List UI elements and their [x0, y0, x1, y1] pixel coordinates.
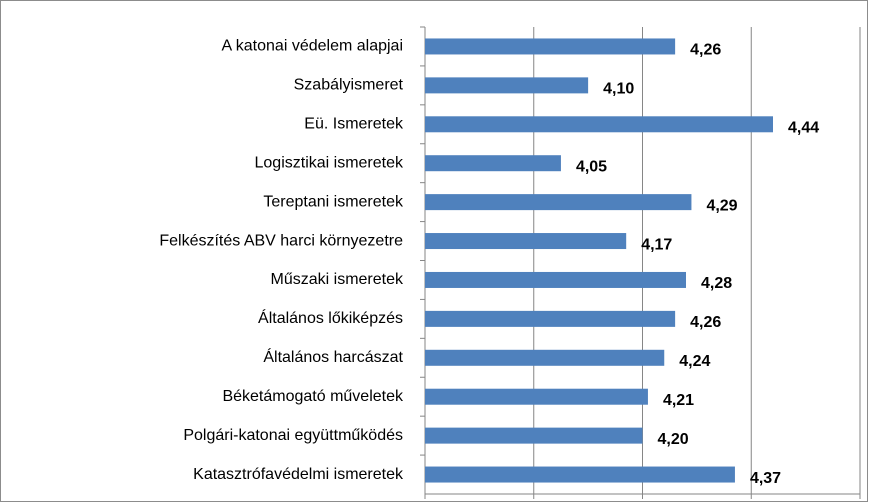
- value-label: 4,05: [576, 158, 607, 175]
- bar: [425, 233, 627, 250]
- y-tick-label: Általános harcászat: [263, 347, 403, 366]
- bar: [425, 194, 692, 211]
- bar: [425, 388, 648, 405]
- value-label: 4,20: [658, 431, 689, 448]
- bar: [425, 116, 773, 133]
- y-tick-label: Általános lőkiképzés: [258, 308, 403, 327]
- y-tick-label: Tereptani ismeretek: [263, 193, 404, 210]
- bar: [425, 427, 643, 444]
- bar: [425, 155, 561, 172]
- value-label: 4,26: [690, 42, 721, 59]
- y-tick-label: Szabályismeret: [294, 77, 404, 94]
- y-tick-label: Logisztikai ismeretek: [255, 154, 405, 171]
- bar: [425, 77, 589, 94]
- bar: [425, 466, 735, 483]
- value-label: 4,37: [750, 470, 781, 487]
- value-label: 4,28: [701, 275, 732, 292]
- y-tick-label: Polgári-katonai együttműködés: [183, 427, 403, 444]
- y-tick-label: Katasztrófavédelmi ismeretek: [193, 466, 404, 483]
- bar: [425, 310, 676, 327]
- value-label: 4,44: [788, 120, 819, 137]
- value-label: 4,29: [706, 197, 737, 214]
- y-tick-label: Béketámogató műveletek: [222, 388, 404, 405]
- value-label: 4,17: [641, 236, 672, 253]
- bar: [425, 271, 686, 288]
- value-label: 4,10: [603, 81, 634, 98]
- y-tick-label: A katonai védelem alapjai: [222, 38, 403, 55]
- value-label: 4,26: [690, 314, 721, 331]
- y-tick-label: Műszaki ismeretek: [271, 271, 404, 288]
- y-tick-label: Eü. Ismeretek: [304, 116, 404, 133]
- bar: [425, 38, 676, 55]
- y-tick-label: Felkészítés ABV harci környezetre: [159, 232, 403, 249]
- value-label: 4,21: [663, 392, 694, 409]
- value-label: 4,24: [679, 353, 710, 370]
- bar: [425, 349, 665, 366]
